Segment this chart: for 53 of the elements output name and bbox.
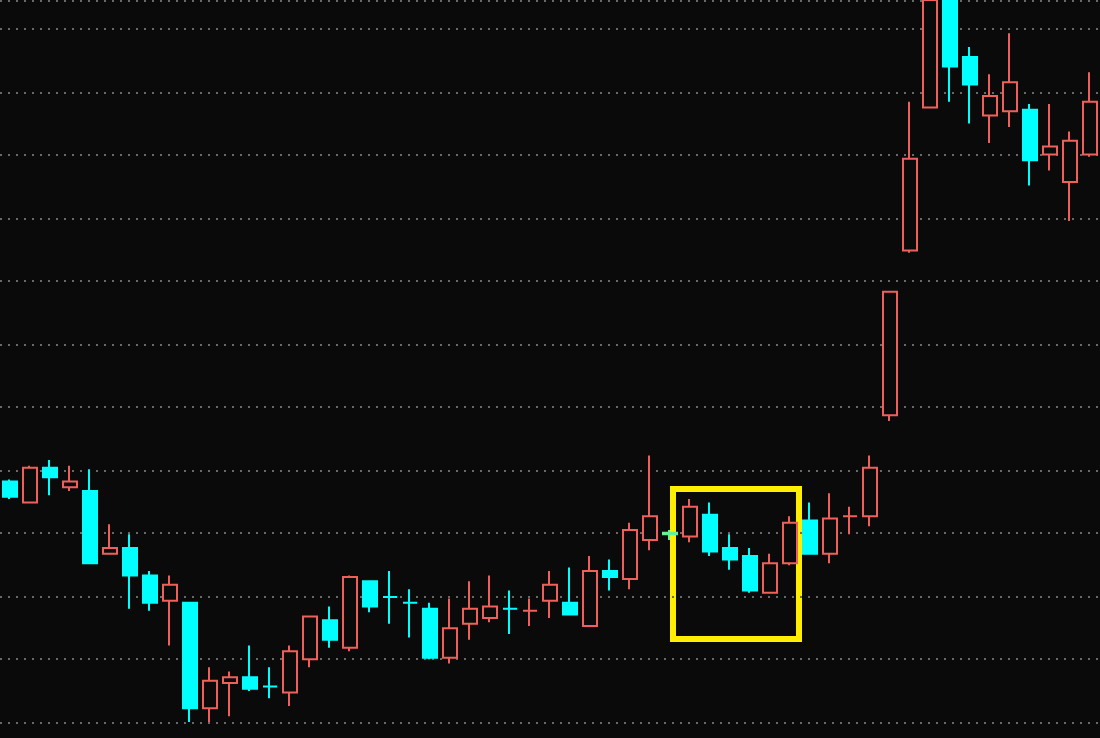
candlestick [262, 666, 278, 700]
candlestick [1062, 130, 1078, 222]
candlestick [602, 558, 618, 592]
candlestick [362, 580, 378, 614]
candlestick [862, 454, 878, 528]
candlestick [822, 492, 838, 565]
candlestick [742, 547, 758, 594]
candlestick [542, 570, 558, 620]
candlestick [1042, 102, 1058, 172]
candlestick [942, 0, 958, 103]
candlestick [682, 497, 698, 544]
candlestick [842, 505, 858, 536]
candlestick [62, 464, 78, 492]
candlestick [882, 290, 898, 422]
candlestick [702, 501, 718, 557]
candlestick [422, 601, 438, 661]
candlestick [502, 589, 518, 635]
candlestick [462, 580, 478, 641]
candlestick [582, 554, 598, 627]
candlestick [82, 468, 98, 565]
candlestick [102, 523, 118, 555]
candlestick [222, 670, 238, 718]
candlestick [182, 601, 198, 723]
candlestick [762, 552, 778, 594]
candlestick [662, 528, 678, 542]
candlestick [642, 454, 658, 552]
candlestick [722, 533, 738, 571]
candlestick [282, 644, 298, 708]
candlestick [782, 515, 798, 567]
candlestick [122, 533, 138, 610]
candlestick [402, 588, 418, 639]
candlestick [902, 100, 918, 254]
candlestick [342, 574, 358, 653]
candlestick [162, 574, 178, 647]
candlestick [522, 597, 538, 627]
candlestick [202, 666, 218, 723]
candlestick [482, 574, 498, 624]
candlestick [2, 478, 18, 500]
candlestick [42, 458, 58, 497]
candlestick [962, 45, 978, 125]
candlestick [442, 597, 458, 665]
candlestick [622, 521, 638, 591]
candlestick [1022, 102, 1038, 187]
candlestick [382, 570, 398, 625]
candlestick [802, 501, 818, 555]
candlestick [142, 570, 158, 612]
candlestick [22, 464, 38, 504]
candlestick [982, 73, 998, 144]
candlestick [322, 605, 338, 649]
candlestick [562, 566, 578, 616]
candlestick [302, 615, 318, 669]
candlestick [1002, 32, 1018, 129]
candlestick [242, 644, 258, 692]
